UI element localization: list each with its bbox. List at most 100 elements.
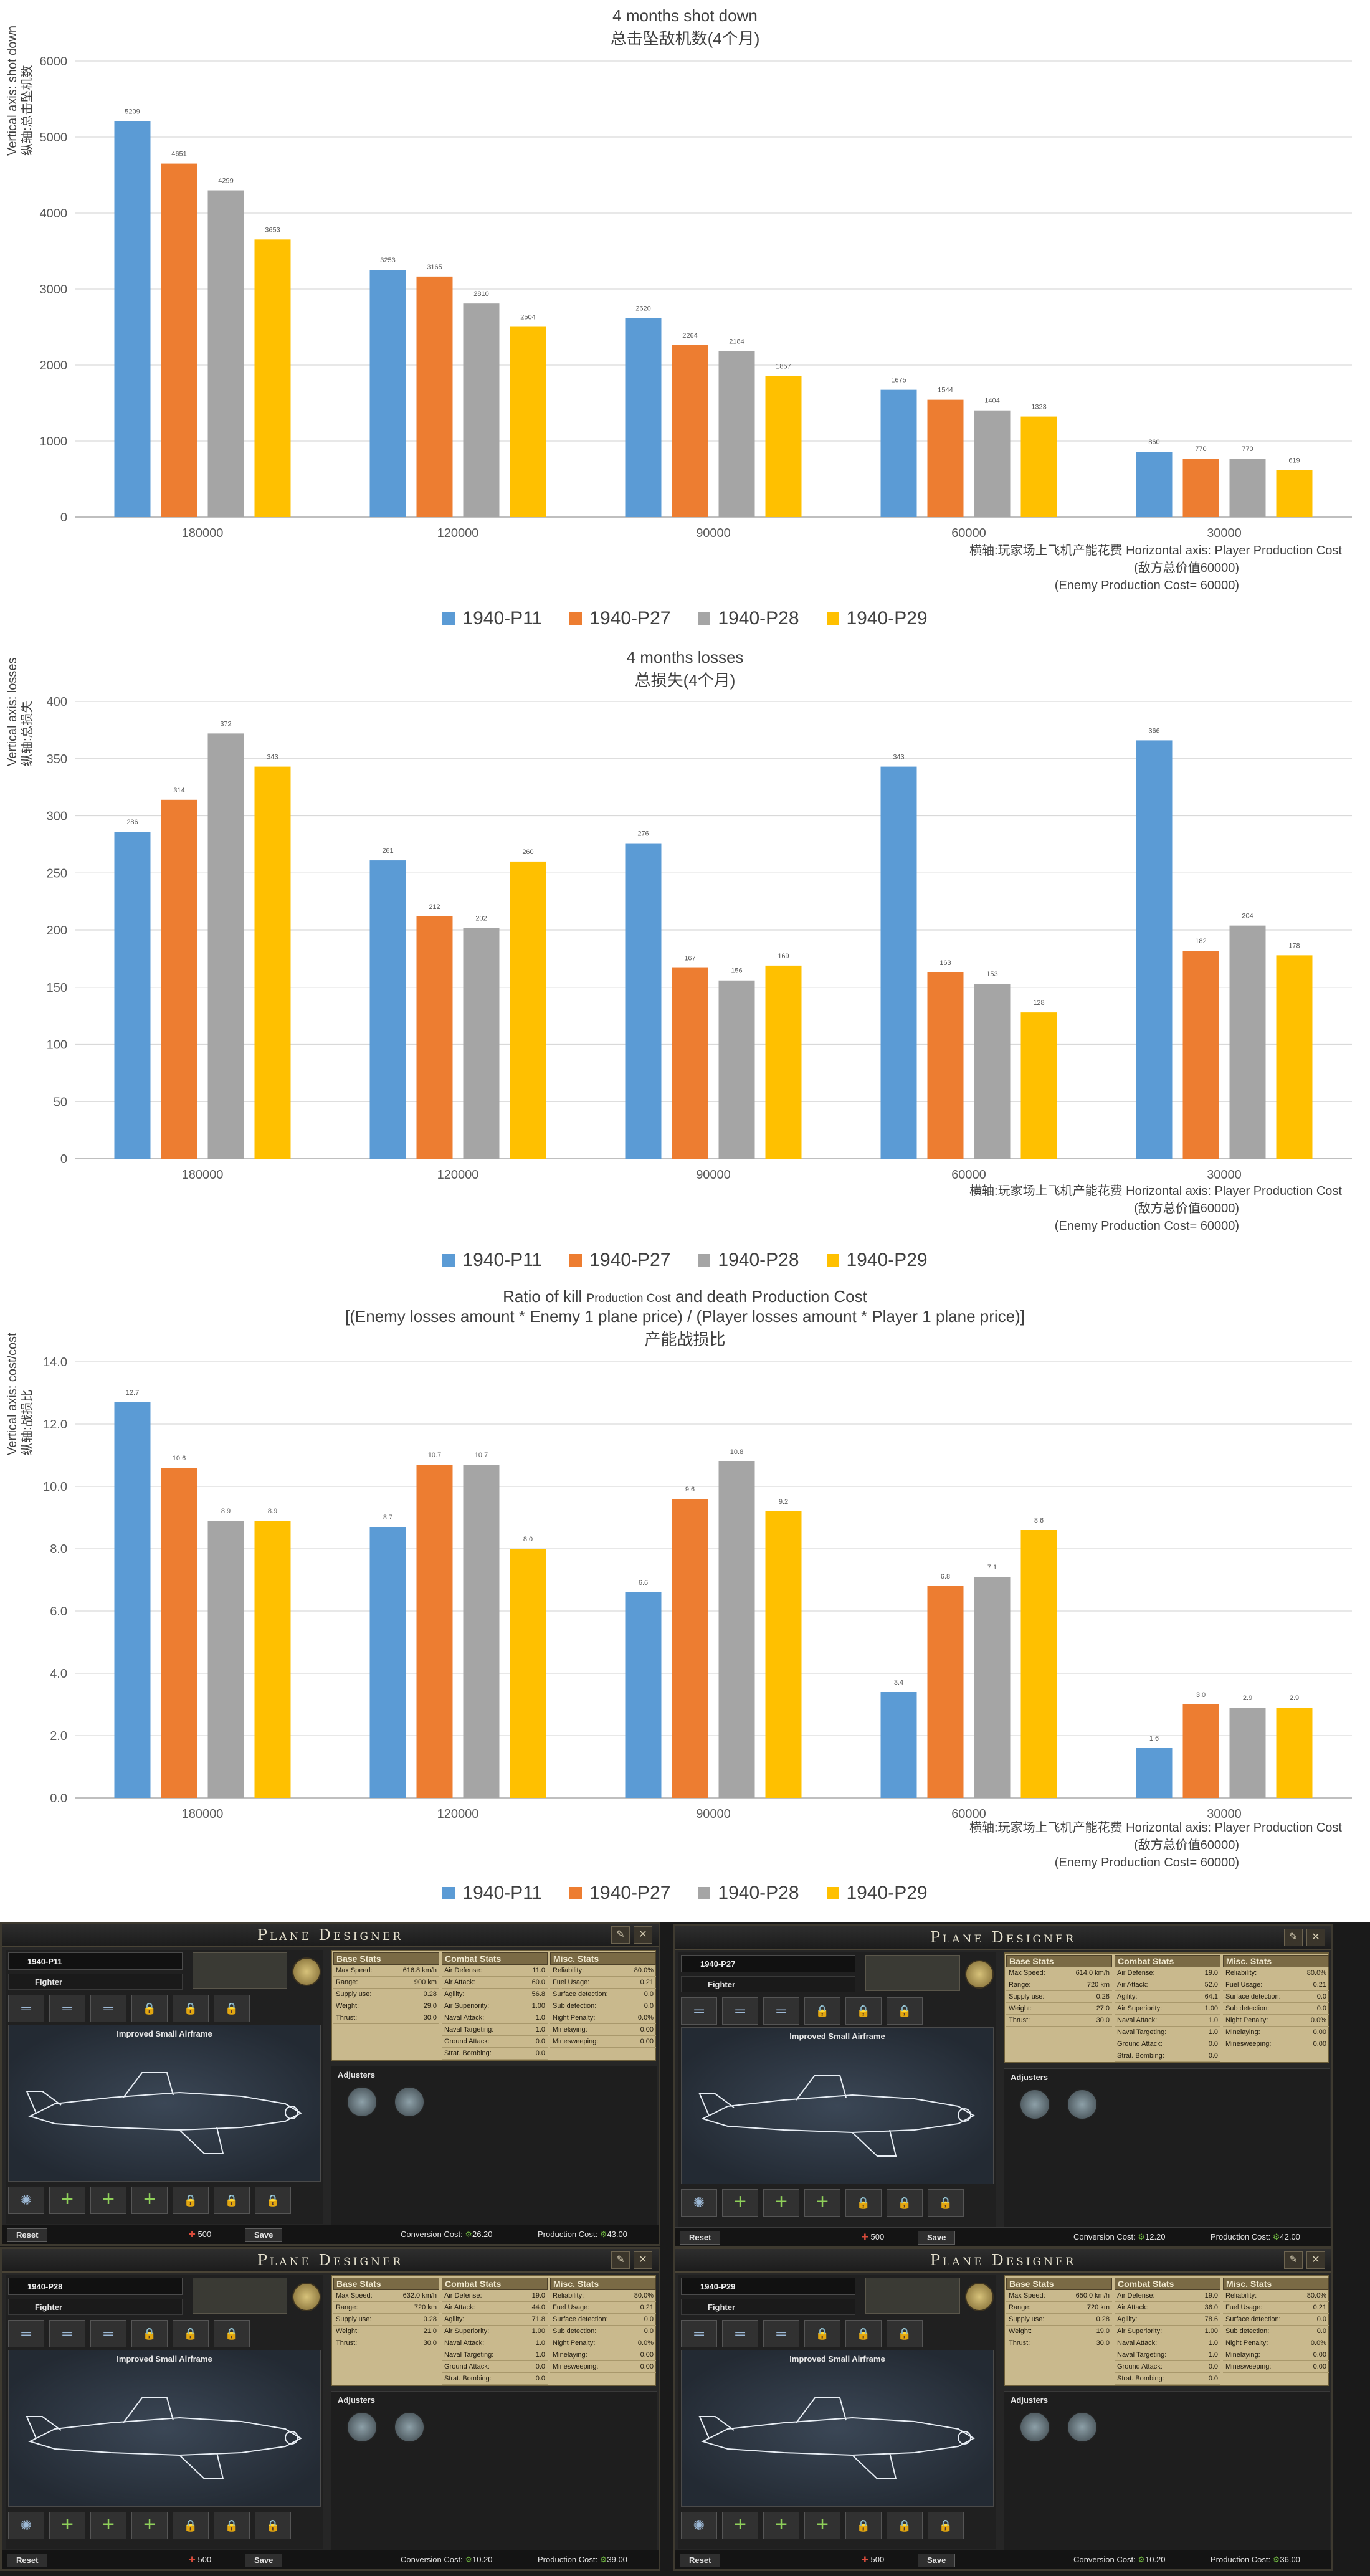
plane-model-icon[interactable] (865, 1955, 960, 1991)
plus-icon: + (734, 2190, 746, 2213)
module-slot[interactable]: 🔒 (173, 1995, 209, 2022)
module-slot[interactable]: 🔒 (804, 2320, 840, 2347)
design-name-input[interactable]: 1940-P11 (8, 1952, 183, 1970)
stat-row: Air Superiority: 1.00 (442, 2326, 548, 2337)
save-button[interactable]: Save (918, 2554, 956, 2567)
save-button[interactable]: Save (245, 2554, 283, 2567)
plane-model-icon[interactable] (865, 2278, 960, 2314)
module-slot[interactable]: ✺ (681, 2512, 717, 2539)
designer-history-button[interactable]: ✎ (611, 2251, 630, 2269)
design-icon[interactable] (292, 1957, 321, 1986)
design-icon[interactable] (292, 2283, 321, 2311)
design-role-label[interactable]: Fighter (681, 2299, 855, 2315)
module-slot[interactable]: ═ (681, 1997, 717, 2025)
module-slot[interactable]: + (131, 2512, 168, 2539)
module-slot[interactable]: ═ (722, 1997, 758, 2025)
module-slot[interactable]: + (131, 2187, 168, 2214)
design-icon[interactable] (965, 1960, 994, 1989)
module-slot[interactable]: ═ (90, 1995, 126, 2022)
module-slot[interactable]: + (763, 2512, 799, 2539)
adjuster-knob-icon[interactable] (1067, 2089, 1098, 2120)
module-slot[interactable]: 🔒 (255, 2187, 291, 2214)
design-role-label[interactable]: Fighter (8, 1974, 183, 1990)
module-slot[interactable]: ═ (681, 2320, 717, 2347)
module-slot[interactable]: + (49, 2512, 85, 2539)
module-slot[interactable]: 🔒 (887, 2320, 923, 2347)
module-slot[interactable]: + (763, 2189, 799, 2217)
adjuster-knob-icon[interactable] (346, 2086, 378, 2117)
design-role-label[interactable]: Fighter (681, 1976, 855, 1992)
module-slot[interactable]: 🔒 (173, 2512, 209, 2539)
module-slot[interactable]: ═ (8, 1995, 44, 2022)
module-slot[interactable]: 🔒 (255, 2512, 291, 2539)
module-slot[interactable]: 🔒 (804, 1997, 840, 2025)
module-slot[interactable]: ✺ (681, 2189, 717, 2217)
plane-model-icon[interactable] (193, 2278, 287, 2314)
close-button[interactable]: ✕ (634, 2251, 652, 2269)
module-slot[interactable]: ═ (763, 2320, 799, 2347)
adjuster-knob-icon[interactable] (346, 2412, 378, 2443)
module-slot[interactable]: ═ (49, 1995, 85, 2022)
module-slot[interactable]: 🔒 (173, 2320, 209, 2347)
close-button[interactable]: ✕ (1306, 2251, 1325, 2269)
adjuster-knob-icon[interactable] (394, 2086, 425, 2117)
save-button[interactable]: Save (918, 2231, 956, 2245)
module-slot[interactable]: 🔒 (214, 2187, 250, 2214)
design-name-input[interactable]: 1940-P27 (681, 1955, 855, 1972)
reset-button[interactable]: Reset (680, 2231, 721, 2245)
designer-history-button[interactable]: ✎ (611, 1926, 630, 1944)
module-slot[interactable]: 🔒 (928, 2189, 964, 2217)
designer-history-button[interactable]: ✎ (1284, 2251, 1303, 2269)
module-slot[interactable]: + (804, 2189, 840, 2217)
module-slot[interactable]: 🔒 (887, 2512, 923, 2539)
bar-1940-p11-90000 (625, 1592, 662, 1798)
adjuster-knob-icon[interactable] (394, 2412, 425, 2443)
module-slot[interactable]: ═ (8, 2320, 44, 2347)
module-slot[interactable]: 🔒 (845, 1997, 882, 2025)
module-slot[interactable]: 🔒 (845, 2512, 882, 2539)
design-icon[interactable] (965, 2283, 994, 2311)
plane-model-icon[interactable] (193, 1952, 287, 1989)
module-slot[interactable]: + (804, 2512, 840, 2539)
design-role-label[interactable]: Fighter (8, 2299, 183, 2315)
module-slot[interactable]: ✺ (8, 2187, 44, 2214)
reset-button[interactable]: Reset (7, 2554, 48, 2567)
data-label: 1857 (776, 363, 791, 370)
x-tick-label: 60000 (951, 526, 986, 540)
module-slot[interactable]: 🔒 (845, 2320, 882, 2347)
module-slot[interactable]: 🔒 (214, 2320, 250, 2347)
module-slot[interactable]: ═ (763, 1997, 799, 2025)
stat-row: Air Defense: 19.0 (442, 2290, 548, 2302)
module-slot[interactable]: 🔒 (214, 1995, 250, 2022)
module-slot[interactable]: + (722, 2189, 758, 2217)
save-button[interactable]: Save (245, 2228, 283, 2242)
module-slot[interactable]: 🔒 (214, 2512, 250, 2539)
module-slot[interactable]: 🔒 (928, 2512, 964, 2539)
module-slot[interactable]: + (722, 2512, 758, 2539)
adjuster-knob-icon[interactable] (1019, 2412, 1050, 2443)
reset-button[interactable]: Reset (7, 2228, 48, 2242)
module-slot[interactable]: 🔒 (845, 2189, 882, 2217)
reset-button[interactable]: Reset (680, 2554, 721, 2567)
module-slot[interactable]: ═ (722, 2320, 758, 2347)
module-slot[interactable]: 🔒 (131, 2320, 168, 2347)
data-label: 7.1 (987, 1564, 997, 1571)
data-label: 261 (382, 847, 393, 855)
module-slot[interactable]: + (90, 2512, 126, 2539)
module-slot[interactable]: + (49, 2187, 85, 2214)
close-button[interactable]: ✕ (1306, 1929, 1325, 1946)
module-slot[interactable]: ═ (49, 2320, 85, 2347)
module-slot[interactable]: ✺ (8, 2512, 44, 2539)
module-slot[interactable]: 🔒 (887, 2189, 923, 2217)
close-button[interactable]: ✕ (634, 1926, 652, 1944)
module-slot[interactable]: 🔒 (131, 1995, 168, 2022)
designer-history-button[interactable]: ✎ (1284, 1929, 1303, 1946)
module-slot[interactable]: 🔒 (887, 1997, 923, 2025)
module-slot[interactable]: ═ (90, 2320, 126, 2347)
module-slot[interactable]: 🔒 (173, 2187, 209, 2214)
adjuster-knob-icon[interactable] (1067, 2412, 1098, 2443)
design-name-input[interactable]: 1940-P29 (681, 2278, 855, 2295)
adjuster-knob-icon[interactable] (1019, 2089, 1050, 2120)
design-name-input[interactable]: 1940-P28 (8, 2278, 183, 2295)
module-slot[interactable]: + (90, 2187, 126, 2214)
